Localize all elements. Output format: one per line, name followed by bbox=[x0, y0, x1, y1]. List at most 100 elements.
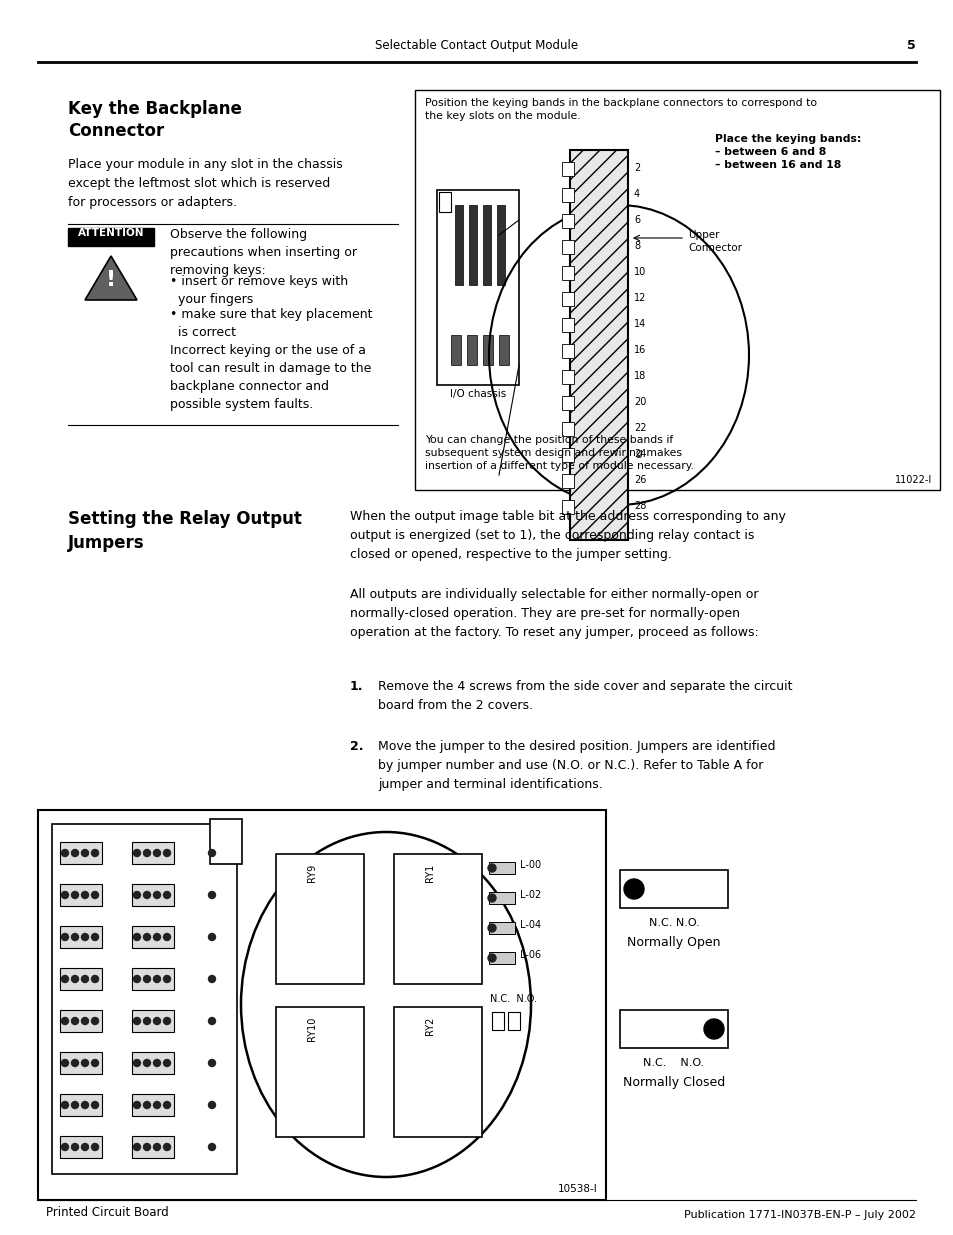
Bar bbox=[561, 474, 574, 488]
Bar bbox=[561, 240, 574, 254]
Text: 14: 14 bbox=[634, 319, 645, 329]
Circle shape bbox=[623, 879, 643, 899]
Text: Position the keying bands in the backplane connectors to correspond to
the key s: Position the keying bands in the backpla… bbox=[424, 98, 817, 121]
Text: Remove the 4 screws from the side cover and separate the circuit
board from the : Remove the 4 screws from the side cover … bbox=[377, 680, 792, 713]
Circle shape bbox=[209, 934, 215, 941]
Circle shape bbox=[91, 850, 98, 857]
Circle shape bbox=[163, 934, 171, 941]
Text: 1.: 1. bbox=[350, 680, 363, 693]
Circle shape bbox=[143, 976, 151, 983]
Circle shape bbox=[61, 892, 69, 899]
Circle shape bbox=[61, 850, 69, 857]
Text: 11022-I: 11022-I bbox=[894, 475, 931, 485]
Circle shape bbox=[71, 892, 78, 899]
Bar bbox=[561, 291, 574, 306]
Text: 10538-I: 10538-I bbox=[558, 1184, 598, 1194]
Circle shape bbox=[81, 892, 89, 899]
Circle shape bbox=[163, 850, 171, 857]
Bar bbox=[132, 1094, 173, 1116]
Circle shape bbox=[143, 1102, 151, 1109]
Text: Incorrect keying or the use of a
tool can result in damage to the
backplane conn: Incorrect keying or the use of a tool ca… bbox=[170, 345, 371, 411]
Bar bbox=[60, 968, 102, 990]
Bar bbox=[60, 1010, 102, 1032]
Bar bbox=[561, 422, 574, 436]
Text: You can change the position of these bands if
subsequent system design and rewir: You can change the position of these ban… bbox=[424, 435, 693, 472]
Text: L-04: L-04 bbox=[519, 920, 540, 930]
Text: 8: 8 bbox=[634, 241, 639, 251]
Text: Printed Circuit Board: Printed Circuit Board bbox=[46, 1207, 169, 1219]
Text: 5: 5 bbox=[906, 40, 915, 52]
Text: ATTENTION: ATTENTION bbox=[77, 228, 144, 238]
Bar bbox=[60, 1136, 102, 1158]
Text: 6: 6 bbox=[634, 215, 639, 225]
Text: RY10: RY10 bbox=[307, 1016, 316, 1041]
Circle shape bbox=[61, 934, 69, 941]
Circle shape bbox=[209, 850, 215, 857]
Text: 26: 26 bbox=[634, 475, 646, 485]
Bar bbox=[497, 205, 504, 285]
Text: !: ! bbox=[106, 270, 116, 290]
Circle shape bbox=[488, 953, 496, 962]
Circle shape bbox=[153, 850, 160, 857]
Bar bbox=[394, 1007, 481, 1137]
Circle shape bbox=[143, 934, 151, 941]
Bar bbox=[394, 853, 481, 984]
Circle shape bbox=[153, 1144, 160, 1151]
Bar bbox=[489, 862, 515, 874]
Bar bbox=[132, 968, 173, 990]
Text: RY1: RY1 bbox=[424, 864, 435, 882]
Circle shape bbox=[91, 1102, 98, 1109]
Text: 24: 24 bbox=[634, 450, 646, 459]
Circle shape bbox=[71, 1102, 78, 1109]
Polygon shape bbox=[85, 256, 137, 300]
Text: 4: 4 bbox=[634, 189, 639, 199]
Text: 10: 10 bbox=[634, 267, 645, 277]
Text: L-06: L-06 bbox=[519, 950, 540, 960]
Circle shape bbox=[61, 1102, 69, 1109]
Bar bbox=[60, 884, 102, 906]
Text: N.C.  N.O.: N.C. N.O. bbox=[490, 994, 537, 1004]
Circle shape bbox=[163, 1102, 171, 1109]
Circle shape bbox=[133, 1144, 140, 1151]
Text: N.C. N.O.: N.C. N.O. bbox=[648, 918, 699, 927]
Circle shape bbox=[133, 850, 140, 857]
Circle shape bbox=[143, 1060, 151, 1067]
Bar bbox=[132, 1052, 173, 1074]
Circle shape bbox=[61, 1018, 69, 1025]
Circle shape bbox=[91, 1144, 98, 1151]
Text: RY2: RY2 bbox=[424, 1016, 435, 1035]
Bar bbox=[132, 926, 173, 948]
Bar bbox=[436, 190, 518, 385]
Circle shape bbox=[163, 976, 171, 983]
Text: 18: 18 bbox=[634, 370, 645, 382]
Circle shape bbox=[81, 976, 89, 983]
Text: Selectable Contact Output Module: Selectable Contact Output Module bbox=[375, 40, 578, 52]
Ellipse shape bbox=[241, 832, 531, 1177]
Text: • make sure that key placement
  is correct: • make sure that key placement is correc… bbox=[170, 308, 372, 338]
Bar bbox=[561, 370, 574, 384]
Circle shape bbox=[703, 1019, 723, 1039]
Text: Jumpers: Jumpers bbox=[68, 534, 145, 552]
Bar bbox=[507, 1011, 519, 1030]
Circle shape bbox=[133, 934, 140, 941]
Text: N.C.    N.O.: N.C. N.O. bbox=[642, 1058, 704, 1068]
Circle shape bbox=[163, 1144, 171, 1151]
Text: 28: 28 bbox=[634, 501, 646, 511]
Text: L-02: L-02 bbox=[519, 890, 540, 900]
Bar bbox=[561, 188, 574, 203]
Bar bbox=[132, 1136, 173, 1158]
Circle shape bbox=[133, 1018, 140, 1025]
Circle shape bbox=[143, 850, 151, 857]
Bar bbox=[561, 448, 574, 462]
Text: Key the Backplane: Key the Backplane bbox=[68, 100, 242, 119]
Bar bbox=[275, 853, 364, 984]
Circle shape bbox=[209, 892, 215, 899]
Circle shape bbox=[71, 850, 78, 857]
Bar bbox=[60, 842, 102, 864]
Bar bbox=[451, 335, 460, 366]
Text: RY9: RY9 bbox=[307, 864, 316, 882]
Bar bbox=[467, 335, 476, 366]
Text: All outputs are individually selectable for either normally-open or
normally-clo: All outputs are individually selectable … bbox=[350, 588, 758, 638]
Circle shape bbox=[133, 892, 140, 899]
Text: Publication 1771-IN037B-EN-P – July 2002: Publication 1771-IN037B-EN-P – July 2002 bbox=[683, 1210, 915, 1220]
